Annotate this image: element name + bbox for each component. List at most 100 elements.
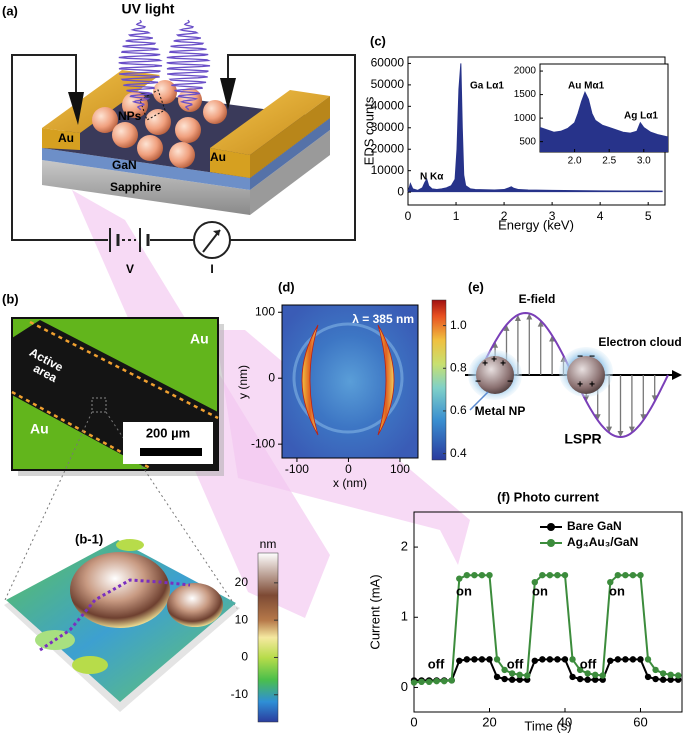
x-axis-label: x (nm) <box>333 476 367 490</box>
y-tick-label: 1500 <box>514 89 537 100</box>
marker <box>614 656 622 663</box>
x-tick-label: 100 <box>390 462 410 476</box>
marker <box>508 676 516 683</box>
marker <box>652 675 659 683</box>
marker <box>463 571 471 579</box>
marker <box>554 571 561 579</box>
y-axis-label: EDS counts <box>361 96 376 165</box>
marker <box>576 666 584 674</box>
colorbar-tick-label: 0.8 <box>450 360 467 374</box>
x-tick-label: 5 <box>645 209 652 223</box>
state-label: off <box>507 656 524 671</box>
marker <box>614 571 622 579</box>
x-tick-label: 3.0 <box>637 156 651 167</box>
legend-marker <box>547 523 555 531</box>
colorbar-tick-label: 20 <box>235 575 249 589</box>
field-arrowhead <box>606 426 613 433</box>
colorbar-tick-label: 0 <box>241 650 248 664</box>
marker <box>652 666 659 674</box>
marker <box>591 676 599 683</box>
peak-label: Ga Lα1 <box>470 81 504 92</box>
x-tick-label: 4 <box>597 209 604 223</box>
x-tick-label: 0 <box>345 462 352 476</box>
marker <box>478 571 486 579</box>
y-tick-label: 60000 <box>371 56 405 70</box>
marker <box>607 578 614 586</box>
marker <box>622 656 629 663</box>
peak-label: N Kα <box>420 172 444 183</box>
panel-label: (a) <box>2 3 18 18</box>
circuit <box>11 54 356 259</box>
x-tick-label: 0 <box>410 714 417 729</box>
area-fill <box>540 92 668 152</box>
marker <box>569 673 576 681</box>
features <box>35 539 223 674</box>
marker <box>561 656 569 663</box>
colorbar-tick-label: 0.6 <box>450 403 467 417</box>
marker <box>584 670 591 677</box>
marker <box>524 672 531 679</box>
marker <box>493 656 501 663</box>
scale-bar <box>140 448 202 456</box>
field-arrowhead <box>514 314 521 321</box>
marker <box>418 678 425 686</box>
state-label: off <box>428 656 445 671</box>
marker <box>554 656 561 663</box>
charge: + <box>500 359 506 370</box>
wave-packet <box>166 19 211 111</box>
peak-label: Au Mα1 <box>568 81 605 92</box>
marker <box>456 575 463 582</box>
marker <box>425 678 433 686</box>
marker <box>516 671 523 679</box>
light-label: UV light <box>122 1 175 17</box>
x-tick-label: 2 <box>501 209 508 223</box>
y-tick-label: 100 <box>255 304 275 318</box>
marker <box>448 677 455 684</box>
y-axis-label: Current (mA) <box>367 574 382 649</box>
field-label: E-field <box>519 292 556 306</box>
marker <box>486 656 493 663</box>
charge: − <box>589 352 595 363</box>
colorbar-tick-label: 1.0 <box>450 318 467 332</box>
marker <box>637 656 644 663</box>
marker <box>539 656 546 663</box>
legend-label: Ag₄Au₃/GaN <box>567 535 638 549</box>
marker <box>667 671 674 679</box>
panel-label: (b) <box>2 291 19 306</box>
hot-spot <box>377 324 395 436</box>
charge: − <box>577 352 583 363</box>
marker <box>637 571 644 579</box>
voltage-label: V <box>126 262 134 276</box>
spectrum <box>539 90 669 138</box>
marker <box>584 676 591 683</box>
marker <box>675 672 682 679</box>
y-tick-label: 0 <box>397 184 404 198</box>
marker <box>546 571 554 579</box>
metal-np <box>476 356 514 394</box>
marker <box>501 666 508 674</box>
x-tick-label: 2.0 <box>568 156 582 167</box>
colorbar <box>431 299 447 461</box>
marker <box>622 571 629 579</box>
pointer <box>469 391 489 411</box>
y-tick-label: 20000 <box>371 141 405 155</box>
panel-label: (b-1) <box>75 531 103 546</box>
charge: + <box>482 359 488 370</box>
colorbar-tick-label: 10 <box>235 612 249 626</box>
x-tick-label: 60 <box>633 714 647 729</box>
state-label: off <box>580 656 597 671</box>
marker <box>576 675 584 683</box>
panel-label: (d) <box>278 279 295 294</box>
layer-label: GaN <box>112 158 137 172</box>
x-tick-label: 1 <box>453 209 460 223</box>
y-tick-label: 1000 <box>514 113 537 124</box>
lspr-title: LSPR <box>564 431 601 447</box>
marker <box>493 673 501 681</box>
marker <box>667 676 674 683</box>
x-tick-label: 40 <box>558 714 572 729</box>
peak-label: Ag Lα1 <box>624 111 658 122</box>
colorbar-unit: nm <box>260 537 277 551</box>
panel-label: (c) <box>370 33 386 48</box>
marker <box>531 578 538 586</box>
